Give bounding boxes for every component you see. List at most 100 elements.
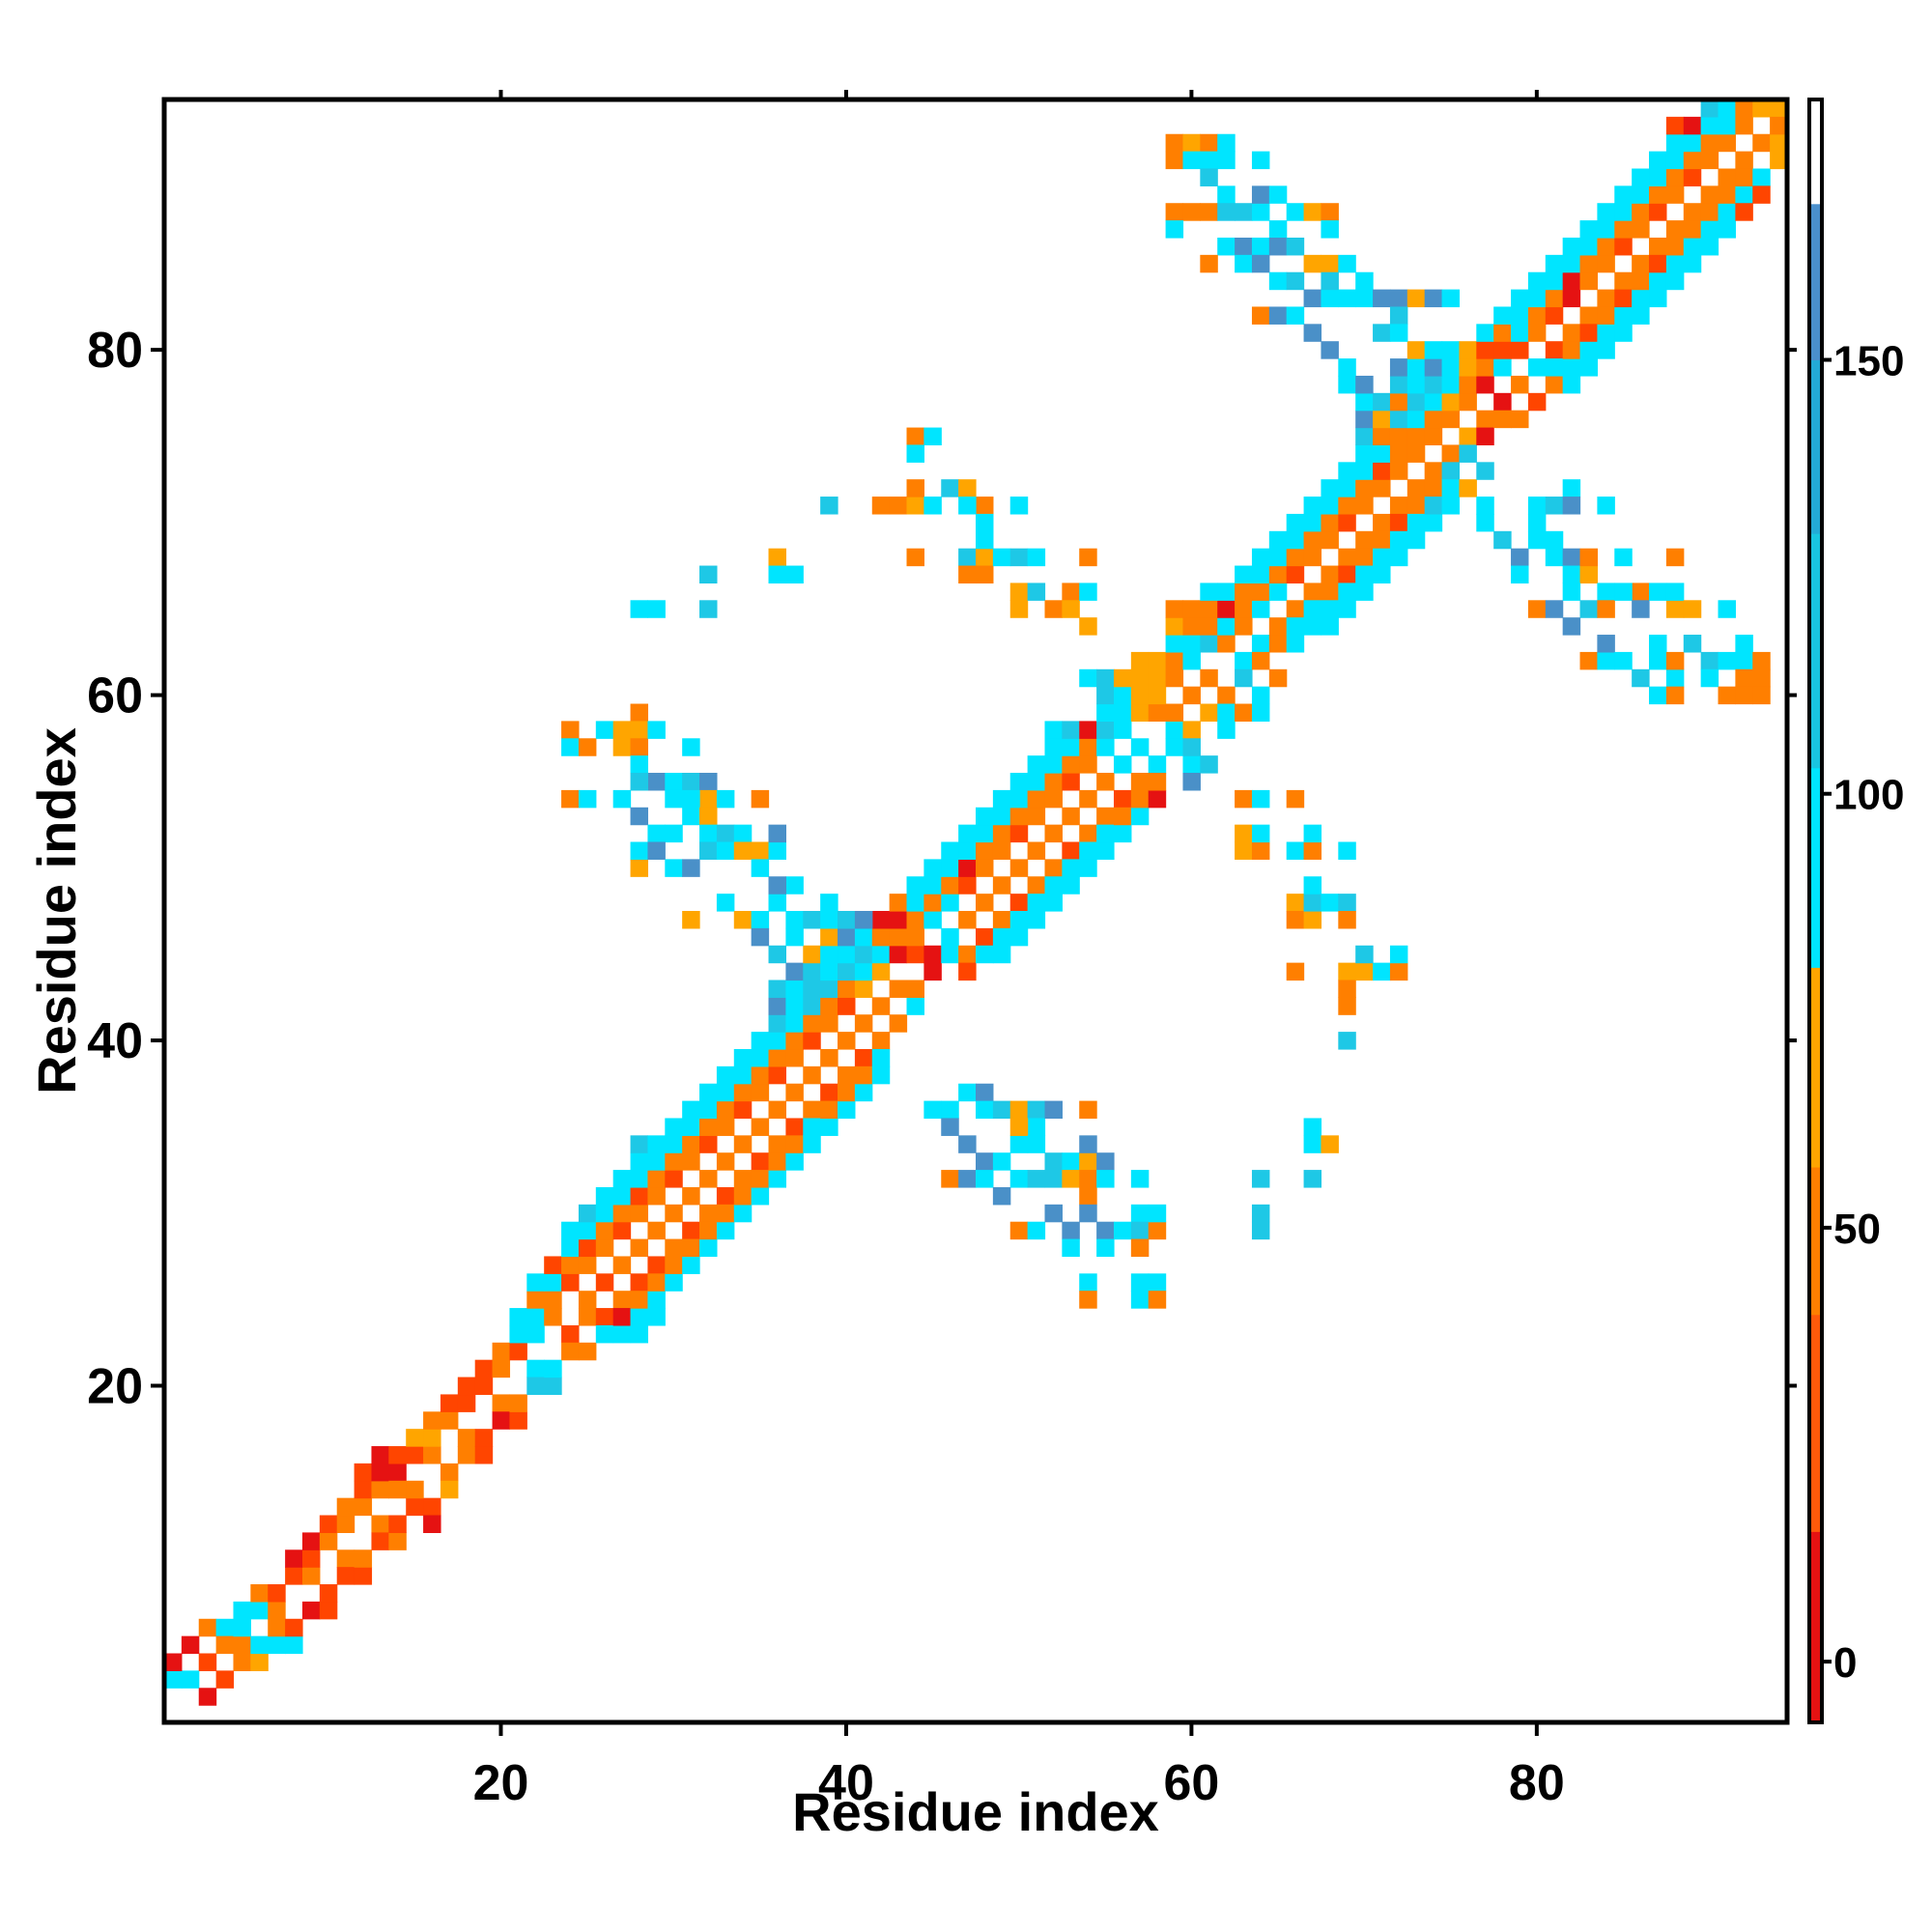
heatmap-cell [630,738,649,756]
heatmap-cell [992,807,1011,826]
heatmap-cell [388,1515,407,1533]
heatmap-cell [1044,1100,1063,1120]
heatmap-cell [1665,220,1685,239]
heatmap-cell [923,945,942,964]
heatmap-cell [1251,237,1270,256]
heatmap-cell [1079,1204,1097,1223]
heatmap-cell [976,497,994,515]
heatmap-cell [630,1170,649,1188]
heatmap-cell [1235,651,1253,670]
heatmap-cell [976,859,994,877]
heatmap-cell [1562,617,1581,636]
heatmap-cell [1182,773,1201,791]
heatmap-cell [1735,99,1753,118]
heatmap-cell [1683,237,1702,256]
heatmap-cell [941,1170,959,1188]
heatmap-cell [1182,635,1201,653]
heatmap-cell [1665,151,1685,170]
heatmap-cell [1700,151,1719,170]
heatmap-cell [1579,341,1598,359]
heatmap-cell [1338,841,1356,860]
heatmap-cell [612,1324,632,1344]
heatmap-cell [1027,1100,1046,1120]
heatmap-cell [785,1032,804,1050]
heatmap-cell [647,721,666,739]
heatmap-cell [1165,617,1184,636]
heatmap-cell [647,1186,666,1206]
heatmap-cell [1321,1135,1339,1153]
heatmap-cell [1718,686,1736,705]
heatmap-cell [1044,600,1063,618]
heatmap-cell [1130,807,1150,826]
heatmap-cell [923,859,942,877]
heatmap-cell [906,980,924,998]
heatmap-cell [751,1118,770,1136]
heatmap-cell [647,1256,666,1274]
heatmap-cell [1286,841,1305,860]
heatmap-cell [1251,841,1270,860]
heatmap-cell [854,980,873,998]
heatmap-cell [976,548,994,567]
heatmap-cell [1009,789,1029,809]
heatmap-cell [854,945,873,964]
heatmap-cell [1217,721,1236,739]
heatmap-cell [1321,894,1339,912]
heatmap-cell [1632,668,1650,688]
heatmap-cell [976,513,994,532]
heatmap-cell [1459,375,1477,394]
heatmap-cell [1286,894,1305,912]
heatmap-cell [682,789,700,809]
heatmap-cell [768,1170,786,1188]
heatmap-cell [630,1308,649,1326]
heatmap-cell [1614,651,1633,670]
heatmap-cell [1770,151,1788,170]
heatmap-cell [665,1256,683,1274]
heatmap-cell [612,1170,632,1188]
heatmap-cell [1355,271,1374,291]
heatmap-cell [492,1359,511,1378]
heatmap-cell [561,1342,580,1361]
heatmap-cell [803,911,821,929]
heatmap-cell [1062,738,1080,756]
heatmap-cell [1579,220,1598,239]
heatmap-cell [1389,427,1408,446]
heatmap-cell [665,1118,683,1136]
heatmap-cell [992,1152,1011,1171]
heatmap-cell [1027,548,1046,567]
heatmap-cell [1424,341,1443,359]
heatmap-cell [733,1204,753,1223]
heatmap-cell [1476,462,1494,480]
heatmap-cell [1130,1273,1150,1292]
heatmap-cell [923,1100,942,1120]
heatmap-cell [1251,548,1270,567]
heatmap-cell [526,1291,545,1309]
heatmap-cell [751,1186,770,1206]
heatmap-cell [958,1135,977,1153]
heatmap-cell [976,530,994,550]
heatmap-cell [1735,651,1753,670]
heatmap-cell [1562,479,1581,497]
heatmap-cell [215,1670,235,1689]
heatmap-cell [665,1238,683,1258]
heatmap-cell [716,789,735,809]
heatmap-cell [733,1170,753,1188]
heatmap-cell [1303,600,1322,618]
heatmap-cell [1597,220,1615,239]
heatmap-cell [1200,151,1218,170]
heatmap-cell [578,1256,597,1274]
heatmap-cell [1665,254,1685,273]
heatmap-cell [630,600,649,618]
heatmap-cell [820,1100,838,1120]
heatmap-cell [1113,668,1132,688]
heatmap-cell [1632,582,1650,601]
colorbar-tick-label: 150 [1833,338,1904,385]
heatmap-cell [1614,203,1633,221]
heatmap-cell [1338,375,1356,394]
heatmap-cell [1545,341,1564,359]
heatmap-cell [1130,1170,1150,1188]
heatmap-cell [1597,237,1615,256]
heatmap-cell [1165,635,1184,653]
heatmap-cell [612,1186,632,1206]
heatmap-cell [1286,548,1305,567]
heatmap-cell [1200,635,1218,653]
